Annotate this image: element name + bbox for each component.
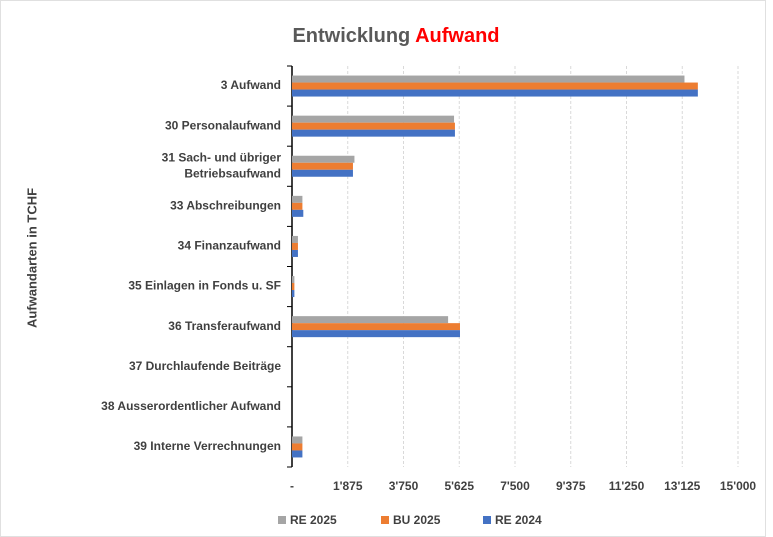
- y-tick-label: 3 Aufwand: [221, 78, 281, 92]
- bar: [292, 290, 295, 298]
- y-tick-label: 36 Transferaufwand: [168, 319, 281, 333]
- legend-swatch: [278, 516, 286, 524]
- bar: [292, 75, 685, 83]
- legend-swatch: [483, 516, 491, 524]
- bar: [292, 129, 455, 137]
- x-tick-label: 7'500: [500, 479, 530, 493]
- bar: [292, 202, 303, 210]
- bar: [292, 242, 298, 250]
- bar: [292, 82, 698, 90]
- x-tick-label: 5'625: [444, 479, 474, 493]
- y-tick-label: 39 Interne Verrechnungen: [134, 439, 281, 453]
- y-tick-label: 33 Abschreibungen: [170, 199, 281, 213]
- title-highlight: Aufwand: [415, 25, 499, 47]
- y-tick-label: 38 Ausserordentlicher Aufwand: [101, 399, 281, 413]
- legend-label: RE 2025: [290, 513, 337, 527]
- y-tick-label: 31 Sach- und übriger Betriebsaufwand: [162, 150, 282, 180]
- bar: [292, 155, 355, 163]
- x-tick-label: -: [290, 479, 294, 493]
- bar: [292, 323, 460, 331]
- x-tick-label: 13'125: [664, 479, 701, 493]
- y-tick-label: 34 Finanzaufwand: [178, 239, 281, 253]
- bar: [292, 276, 295, 284]
- x-tick-label: 11'250: [609, 479, 645, 493]
- bar: [292, 443, 303, 451]
- bar: [292, 283, 295, 291]
- bar: [292, 450, 303, 458]
- bar: [292, 89, 698, 97]
- y-tick-label: 37 Durchlaufende Beiträge: [129, 359, 281, 373]
- legend-label: BU 2025: [393, 513, 441, 527]
- bar: [292, 195, 303, 203]
- bar: [292, 235, 298, 243]
- y-tick-label: 35 Einlagen in Fonds u. SF: [128, 279, 281, 293]
- bar: [292, 169, 353, 177]
- x-tick-label: 1'875: [333, 479, 363, 493]
- bar: [292, 436, 303, 444]
- bar: [292, 316, 449, 324]
- x-tick-label: 3'750: [389, 479, 419, 493]
- bar: [292, 209, 304, 217]
- bar: [292, 330, 460, 338]
- bar: [292, 115, 455, 123]
- legend-swatch: [381, 516, 389, 524]
- x-tick-label: 15'000: [720, 479, 757, 493]
- bar: [292, 249, 298, 257]
- bar: [292, 122, 455, 130]
- chart-title: Entwicklung Aufwand: [292, 25, 499, 47]
- y-axis-title: Aufwandarten in TCHF: [24, 188, 39, 328]
- y-tick-label: 30 Personalaufwand: [165, 118, 281, 132]
- bar: [292, 162, 353, 170]
- title-main: Entwicklung: [292, 25, 410, 47]
- legend-label: RE 2024: [495, 513, 542, 527]
- x-tick-label: 9'375: [556, 479, 586, 493]
